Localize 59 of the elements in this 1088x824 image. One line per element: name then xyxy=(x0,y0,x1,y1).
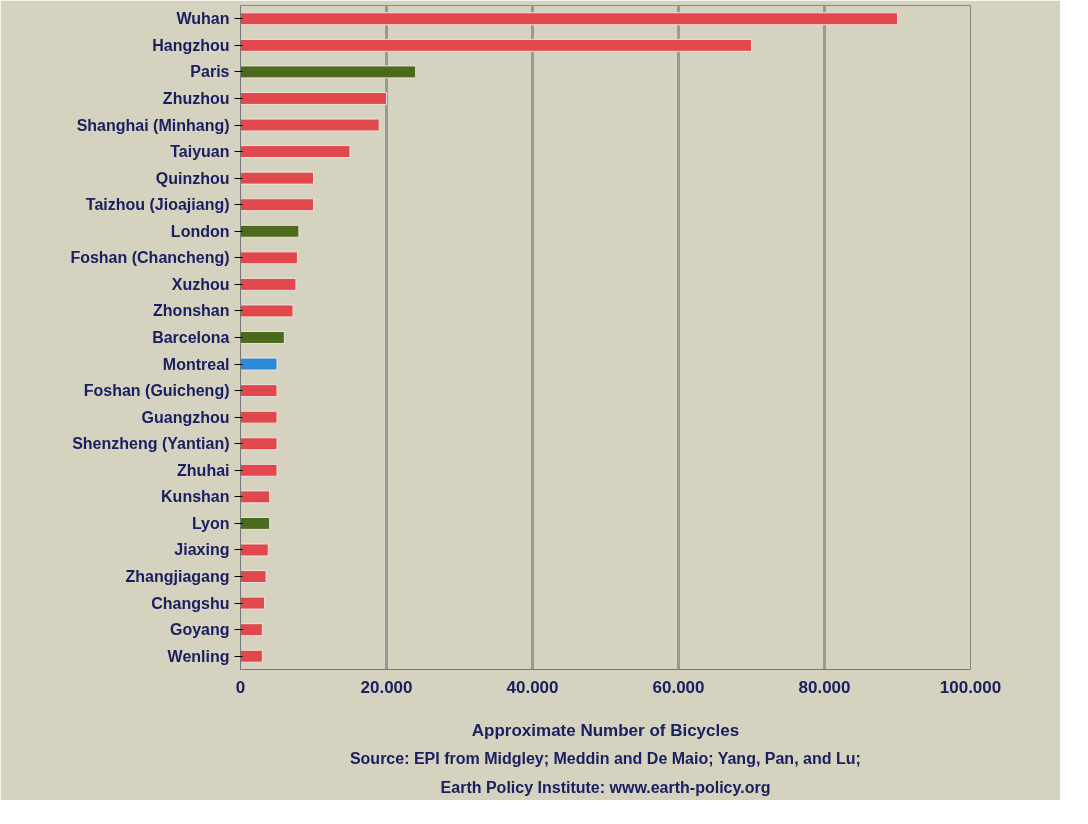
bar xyxy=(240,91,387,105)
text: Earth Policy Institute: www.earth-policy.org xyxy=(440,778,771,796)
bar xyxy=(240,65,417,79)
bar xyxy=(240,384,278,398)
bar xyxy=(240,277,297,291)
bar xyxy=(240,623,263,637)
bar xyxy=(240,198,314,212)
y-tick-label: Changshu xyxy=(151,594,230,612)
y-tick-label: Wuhan xyxy=(176,10,230,28)
x-tick-label: 0 xyxy=(235,677,246,697)
bar xyxy=(240,38,752,52)
x-tick-label: 40.000 xyxy=(506,677,559,697)
x-tick-label: 20.000 xyxy=(360,677,413,697)
bar xyxy=(240,649,263,663)
bar xyxy=(240,543,269,557)
y-tick-label: Taizhou (Jioajiang) xyxy=(85,196,230,214)
y-tick-label: Zhonshan xyxy=(153,302,230,320)
bar xyxy=(240,410,278,424)
y-tick-label: Paris xyxy=(190,63,230,81)
y-tick-label: Goyang xyxy=(169,621,230,639)
y-tick-label: Quinzhou xyxy=(155,169,230,187)
x-tick-label: 100.000 xyxy=(939,677,1002,697)
y-tick-label: Montreal xyxy=(162,355,230,373)
y-tick-label: Zhangjiagang xyxy=(125,568,230,586)
y-tick-label: Wenling xyxy=(167,647,230,665)
bar xyxy=(240,570,267,584)
y-tick-label: Taiyuan xyxy=(170,143,230,161)
bar xyxy=(240,331,285,344)
bar xyxy=(240,251,298,265)
y-tick-label: Foshan (Guicheng) xyxy=(83,382,230,400)
y-tick-label: Barcelona xyxy=(152,329,230,346)
source-note: Source: EPI from Midgley; Meddin and De Maio; Yang, Pan, and Lu; xyxy=(349,749,861,767)
y-tick-label: Foshan (Chancheng) xyxy=(70,249,230,267)
bar xyxy=(240,304,294,318)
bar xyxy=(240,463,278,477)
bar xyxy=(240,596,266,610)
y-tick-label: Jiaxing xyxy=(174,541,230,559)
y-tick-label: Hangzhou xyxy=(152,36,230,54)
bar xyxy=(240,145,351,159)
y-tick-label: Shenzheng (Yantian) xyxy=(72,435,230,453)
y-tick-label: Lyon xyxy=(191,514,230,532)
x-axis-title: Approximate Number of Bicycles xyxy=(471,720,740,740)
bar xyxy=(240,516,271,530)
bar xyxy=(240,357,278,371)
y-tick-label: Shanghai (Minhang) xyxy=(76,116,230,134)
y-tick-label: Zhuzhou xyxy=(162,89,230,107)
bar xyxy=(240,224,300,238)
bar xyxy=(240,437,278,451)
bar xyxy=(240,12,898,26)
y-tick-label: Xuzhou xyxy=(171,275,230,293)
x-tick-label: 60.000 xyxy=(652,677,705,697)
bar xyxy=(240,490,271,504)
y-tick-label: Zhuhai xyxy=(177,461,230,479)
x-tick-label: 80.000 xyxy=(798,677,851,697)
bar xyxy=(240,171,314,185)
y-tick-label: Kunshan xyxy=(161,488,230,506)
y-tick-label: London xyxy=(170,222,230,240)
y-tick-label: Guangzhou xyxy=(141,408,230,426)
bar xyxy=(240,118,380,132)
